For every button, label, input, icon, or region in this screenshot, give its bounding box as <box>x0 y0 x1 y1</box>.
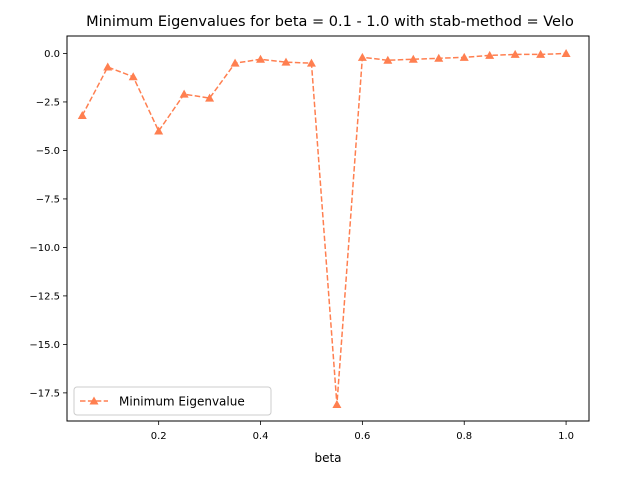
data-point <box>561 48 571 57</box>
legend-box <box>73 386 272 416</box>
y-tick-label: −17.5 <box>29 388 60 399</box>
x-axis-label: beta <box>314 451 341 465</box>
y-tick-label: 0.0 <box>44 49 60 60</box>
data-point <box>485 50 495 59</box>
x-axis: 0.2 0.4 0.6 0.8 1.0 <box>151 421 574 442</box>
x-tick-label: 1.0 <box>558 431 574 442</box>
x-tick-label: 0.6 <box>354 431 370 442</box>
x-tick-label: 0.8 <box>456 431 472 442</box>
data-point <box>281 57 291 66</box>
y-tick-label: −12.5 <box>29 291 60 302</box>
chart-title: Minimum Eigenvalues for beta = 0.1 - 1.0… <box>86 14 574 30</box>
data-point <box>383 55 393 64</box>
data-point <box>230 58 240 67</box>
y-tick-label: −7.5 <box>36 194 60 205</box>
data-point <box>357 52 367 61</box>
data-point <box>154 126 164 135</box>
data-point <box>434 53 444 62</box>
y-axis: 0.0 −2.5 −5.0 −7.5 −10.0 −12.5 −15.0 −17.5 <box>29 49 67 399</box>
data-point <box>332 400 342 409</box>
x-tick-label: 0.4 <box>253 431 269 442</box>
data-point <box>459 52 469 61</box>
data-point <box>306 58 316 67</box>
plot-area <box>77 48 571 409</box>
data-point <box>179 89 189 98</box>
y-tick-label: −5.0 <box>36 146 60 157</box>
data-point <box>128 72 138 81</box>
y-tick-label: −10.0 <box>29 243 60 254</box>
data-point <box>103 62 113 71</box>
data-point <box>408 54 418 63</box>
data-point <box>205 93 215 102</box>
series-line <box>81 52 567 405</box>
legend-label: Minimum Eigenvalue <box>119 395 245 409</box>
data-point <box>536 49 546 58</box>
data-point <box>256 54 266 63</box>
x-tick-label: 0.2 <box>151 431 167 442</box>
legend-marker-swatch <box>89 396 99 405</box>
y-tick-label: −2.5 <box>36 97 60 108</box>
data-point <box>510 49 520 58</box>
legend: Minimum Eigenvalue <box>73 386 272 416</box>
axes-frame <box>66 35 590 422</box>
y-tick-label: −15.0 <box>29 340 60 351</box>
data-point <box>77 111 87 120</box>
